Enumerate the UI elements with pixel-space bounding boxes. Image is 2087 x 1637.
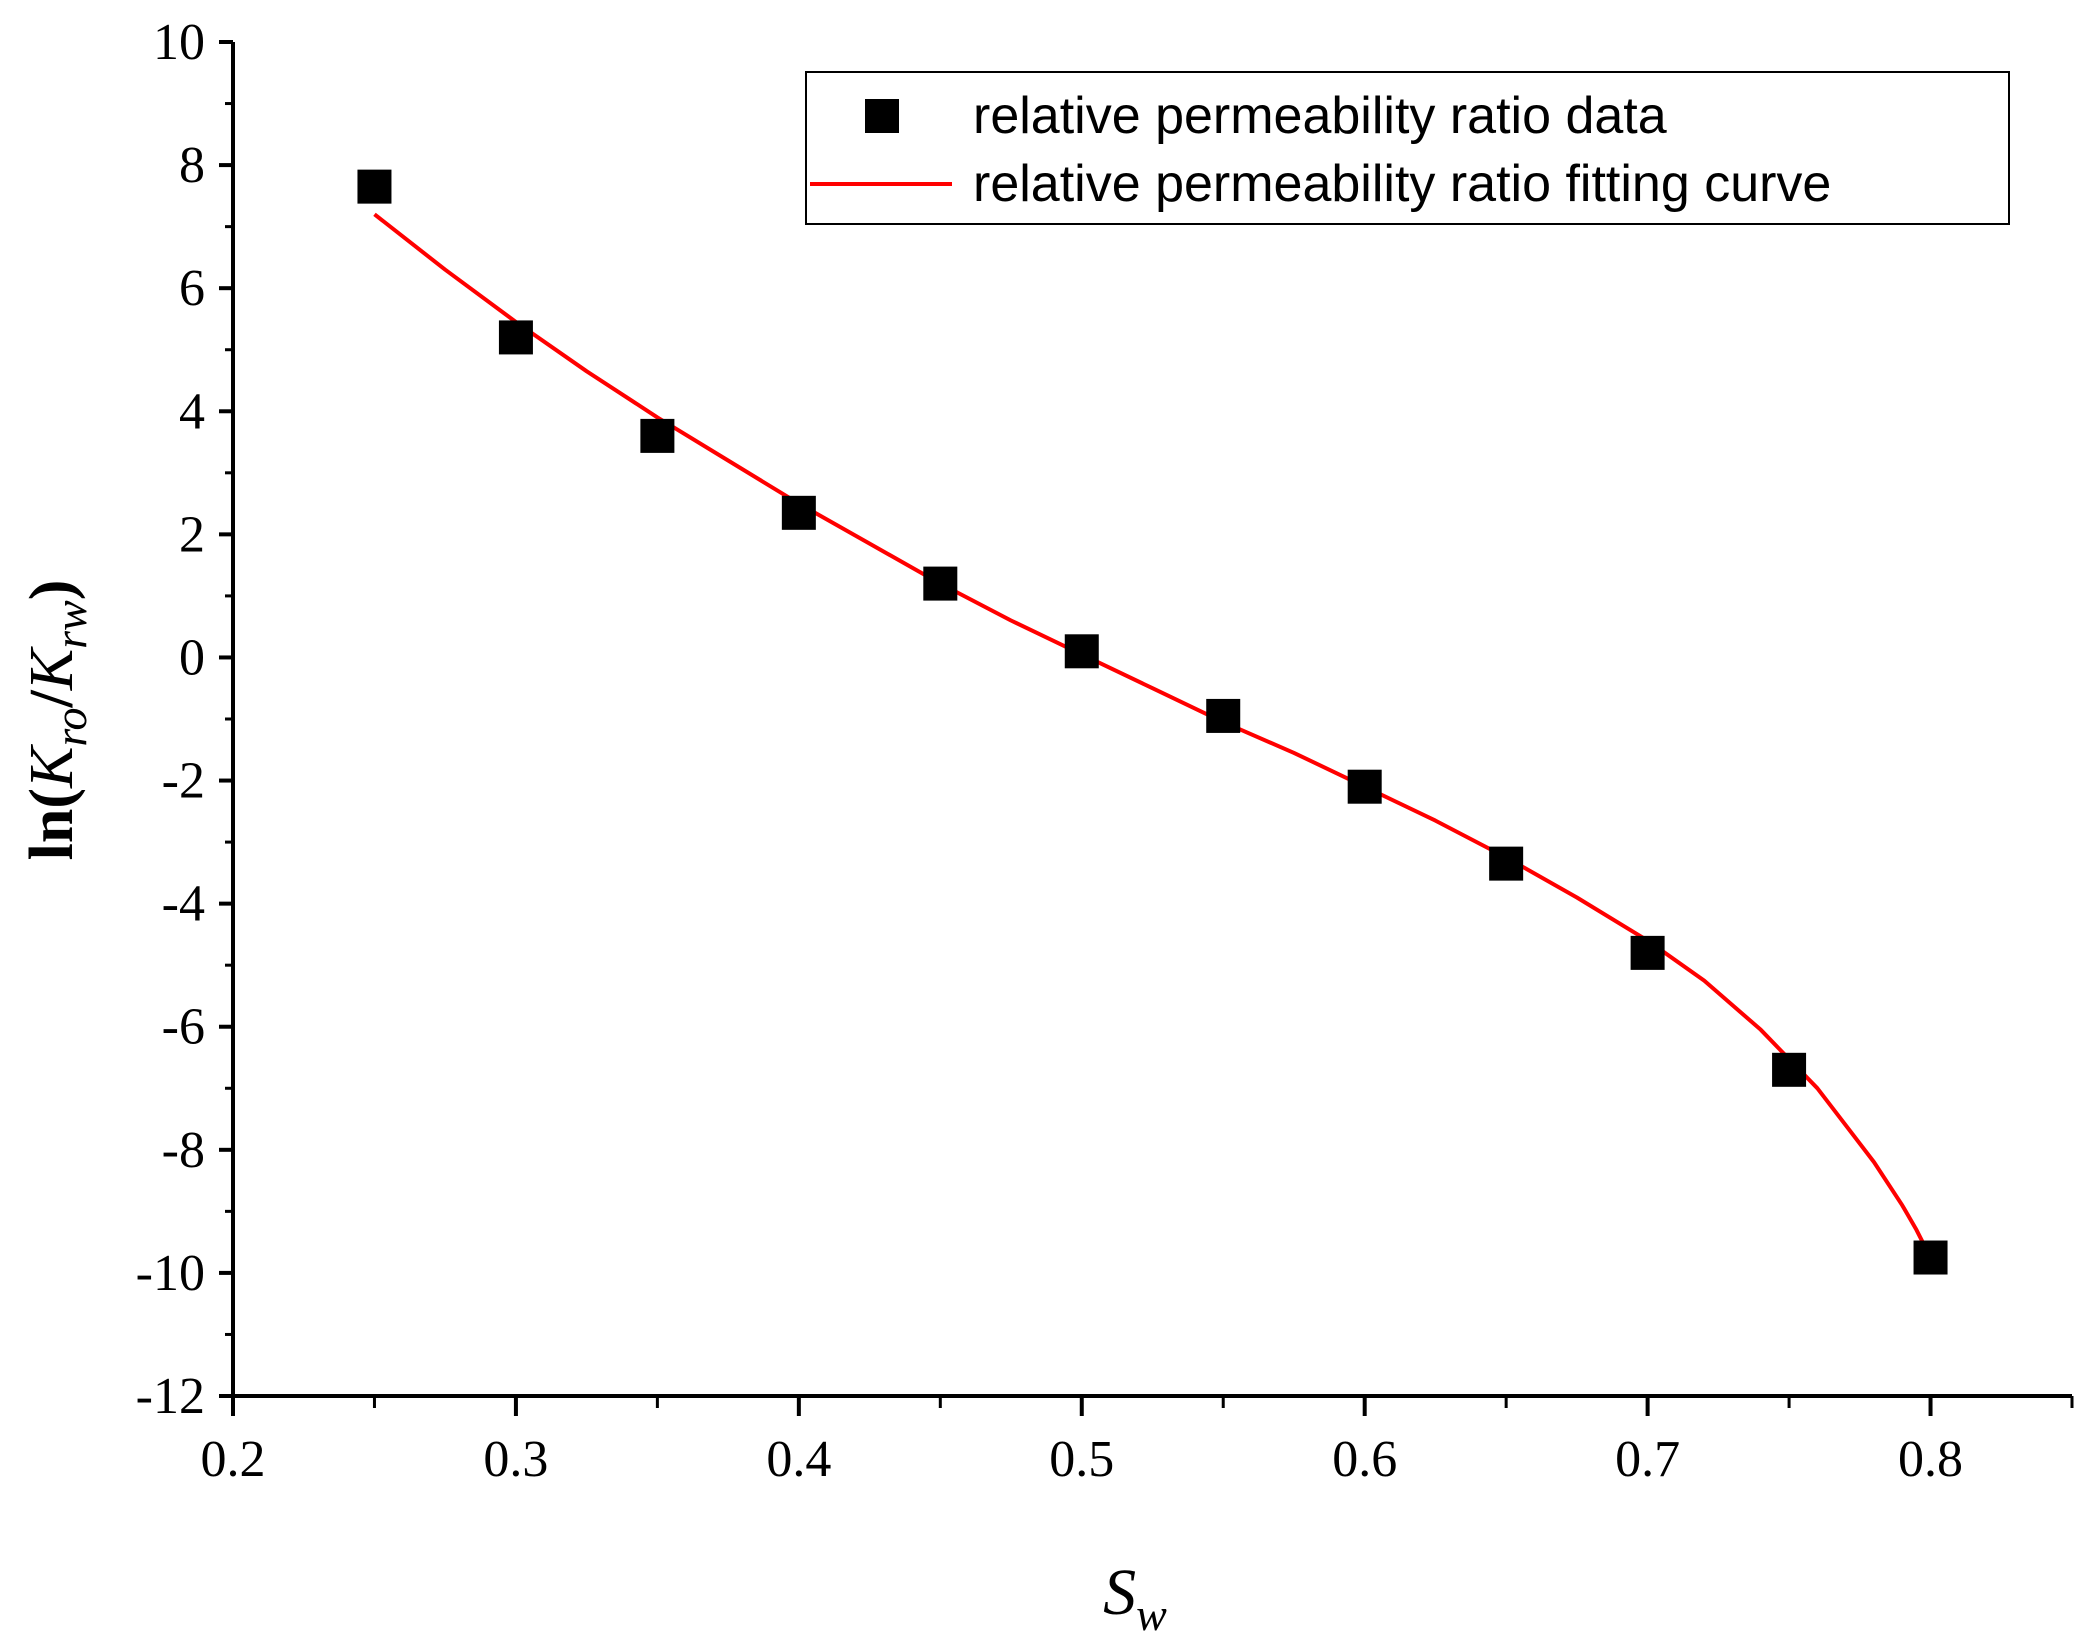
y-axis-label-part: ln( (18, 788, 86, 860)
legend-marker-square (865, 99, 899, 133)
y-axis-label-part: / (18, 689, 86, 708)
y-tick-label: -6 (162, 999, 205, 1056)
y-axis-label: ln(Kro/Krw) (18, 580, 96, 861)
fit-curve-line (373, 212, 1933, 1259)
y-tick-label: 4 (179, 383, 205, 440)
legend-box (805, 71, 2010, 225)
y-tick-label: -2 (162, 753, 205, 810)
data-point-marker (781, 495, 816, 530)
y-axis-label-part: K (18, 645, 86, 691)
data-point-marker (1630, 935, 1665, 970)
x-tick-label: 0.6 (1332, 1431, 1397, 1488)
x-ticks: 0.2 0.3 0.4 0.5 0.6 0.7 0.8 (201, 1396, 2074, 1488)
data-point-marker (1347, 769, 1382, 804)
data-point-marker (1489, 846, 1524, 881)
x-tick-label: 0.4 (766, 1431, 831, 1488)
y-tick-label: -12 (136, 1368, 205, 1425)
legend: relative permeability ratio data relativ… (805, 71, 2010, 225)
x-tick-label: 0.3 (483, 1431, 548, 1488)
y-axis-label-part: rw (45, 600, 96, 649)
plot-series (357, 169, 1948, 1275)
data-point-marker (923, 566, 958, 601)
data-point-marker (640, 418, 675, 453)
y-tick-label: -8 (162, 1122, 205, 1179)
y-tick-label: -4 (162, 876, 205, 933)
y-tick-label: 8 (179, 137, 205, 194)
y-axis-label-part: ) (18, 580, 86, 601)
data-point-marker (1206, 698, 1241, 733)
x-tick-label: 0.2 (201, 1431, 266, 1488)
x-axis-label-main: S (1103, 1556, 1136, 1629)
data-point-marker (357, 169, 392, 204)
x-axis-label-sub: w (1136, 1589, 1167, 1637)
data-point-marker (498, 320, 533, 355)
x-tick-label: 0.8 (1898, 1431, 1963, 1488)
y-ticks: -12 -10 -8 -6 -4 -2 0 2 4 6 8 10 (136, 14, 233, 1425)
data-point-marker (1913, 1240, 1948, 1275)
data-point-marker (1064, 634, 1099, 669)
axes (231, 42, 2072, 1398)
y-tick-label: 2 (179, 506, 205, 563)
y-axis-label-part: ro (45, 707, 96, 746)
y-tick-label: 10 (153, 14, 205, 71)
legend-label-data: relative permeability ratio data (973, 87, 1667, 145)
x-axis-label: Sw (1103, 1556, 1167, 1637)
x-tick-label: 0.7 (1615, 1431, 1680, 1488)
y-tick-label: -10 (136, 1245, 205, 1302)
x-tick-label: 0.5 (1049, 1431, 1114, 1488)
y-axis-label-part: K (18, 743, 86, 789)
legend-label-fit: relative permeability ratio fitting curv… (973, 155, 1831, 213)
data-point-marker (1772, 1052, 1807, 1087)
y-tick-label: 6 (179, 260, 205, 317)
y-tick-label: 0 (179, 629, 205, 686)
